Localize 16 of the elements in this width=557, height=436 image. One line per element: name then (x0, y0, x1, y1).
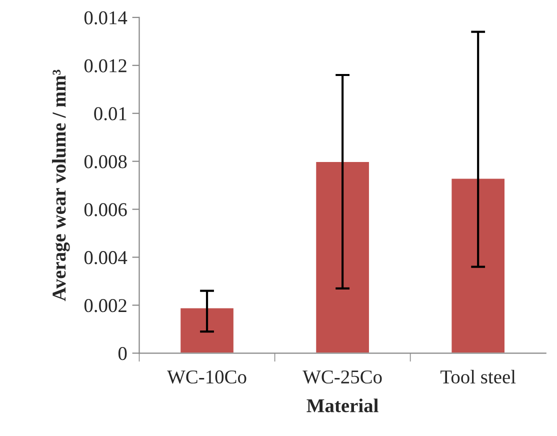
y-tick-label: 0.002 (84, 299, 126, 312)
bar (314, 160, 370, 354)
x-tick-label: WC-10Co (167, 370, 246, 384)
y-axis-title: Average wear volume / mm³ (52, 70, 70, 302)
x-tick-label: WC-25Co (302, 370, 382, 384)
y-tick-label: 0.004 (84, 251, 128, 264)
y-tick-label: 0 (118, 346, 127, 360)
y-tick-label: 0.006 (84, 203, 127, 216)
y-tick-label: 0.008 (84, 155, 127, 168)
y-tick-label: 0.012 (84, 59, 126, 72)
bar (450, 177, 506, 354)
y-tick-label: 0.01 (94, 107, 126, 120)
bar (179, 306, 235, 354)
y-tick-label: 0.014 (84, 11, 128, 24)
x-tick-label: Tool steel (440, 370, 516, 384)
x-axis-title: Material (306, 398, 378, 412)
